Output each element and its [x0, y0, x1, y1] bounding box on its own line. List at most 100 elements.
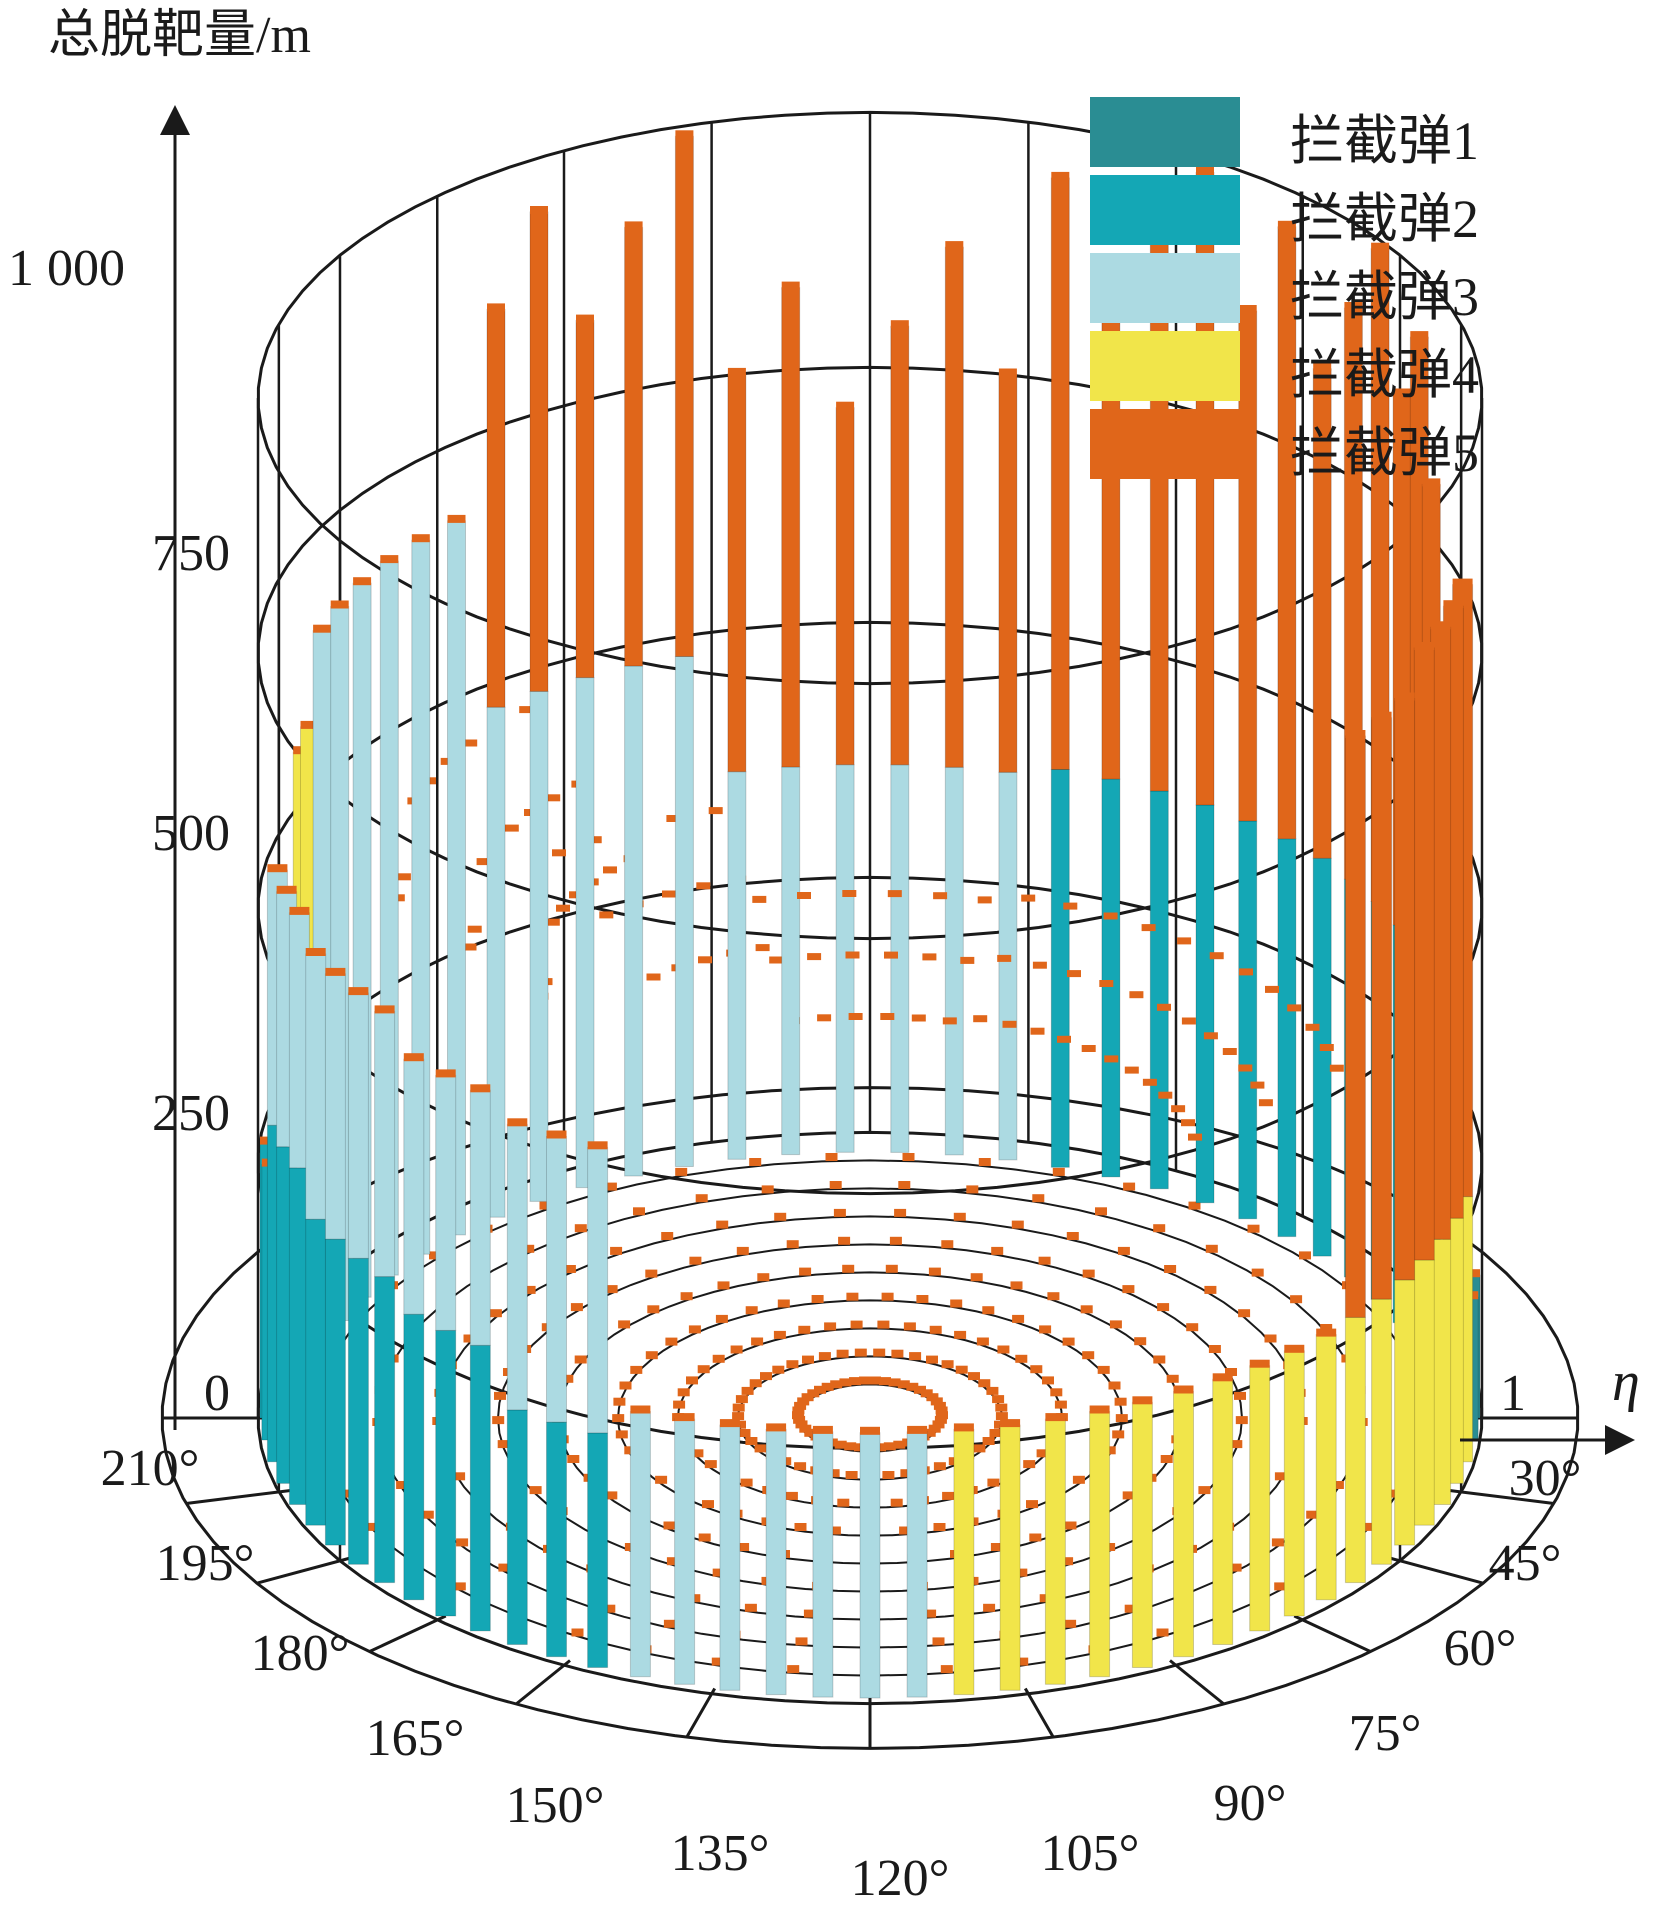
- floor-stud-149: [899, 1526, 912, 1535]
- back-cap-9: [530, 206, 548, 214]
- floor-stud-312: [1117, 1246, 1130, 1255]
- back-bar-16-s5: [890, 325, 910, 766]
- back-cap-28: [1393, 388, 1412, 397]
- back-stud-1-67: [467, 925, 482, 933]
- front-cap-25: [1212, 1373, 1233, 1382]
- front-bar-24-s3: [506, 1123, 528, 1411]
- floor-stud-110: [740, 1478, 753, 1487]
- floor-stud-162: [613, 1397, 626, 1406]
- floor-stud-87: [941, 1360, 954, 1369]
- floor-stud-359: [1251, 1268, 1264, 1277]
- floor-stud-161: [612, 1414, 625, 1423]
- front-cap-22: [470, 1084, 491, 1093]
- floor-stud-374: [940, 1665, 953, 1674]
- floor-stud-52: [982, 1437, 995, 1445]
- floor-ring-2: [676, 1327, 1064, 1509]
- back-bar-19-s2: [1050, 769, 1070, 1168]
- floor-stud-130: [929, 1325, 942, 1334]
- floor-stud-211: [618, 1320, 631, 1329]
- back-stud-2-55: [545, 918, 560, 926]
- floor-stud-131: [954, 1330, 967, 1339]
- floor-stud-217: [842, 1264, 855, 1273]
- angle-tick-label-7: 135°: [671, 1825, 770, 1882]
- legend-swatch-2: [1090, 175, 1240, 245]
- back-cap-17: [945, 241, 964, 250]
- floor-stud-269: [1157, 1303, 1170, 1312]
- floor-stud-276: [1274, 1472, 1287, 1481]
- floor-stud-97: [1036, 1449, 1049, 1458]
- floor-stud-160: [615, 1430, 628, 1439]
- eta-tick: 1: [1500, 1365, 1526, 1422]
- floor-stud-167: [688, 1325, 701, 1334]
- front-cap-33: [1045, 1413, 1066, 1422]
- floor-stud-98: [1023, 1460, 1036, 1469]
- back-stud-21-55: [1030, 1027, 1045, 1035]
- floor-stud-333: [663, 1619, 676, 1628]
- floor-stud-212: [647, 1305, 660, 1314]
- floor-stud-67: [754, 1444, 767, 1453]
- floor-stud-308: [894, 1208, 907, 1217]
- front-cap-30: [630, 1405, 651, 1414]
- floor-stud-229: [1235, 1416, 1248, 1425]
- floor-stud-336: [498, 1563, 511, 1572]
- front-bar-23-s4: [1249, 1365, 1271, 1632]
- floor-stud-313: [1164, 1265, 1177, 1273]
- front-bar-26-s2: [546, 1421, 567, 1658]
- front-cap-11: [1414, 642, 1435, 650]
- back-bar-15-s5: [835, 407, 855, 766]
- floor-stud-43: [914, 1385, 926, 1394]
- floor-stud-45: [978, 1379, 991, 1388]
- back-stud-23-67: [1129, 991, 1144, 999]
- back-stud-27-79: [1287, 1004, 1302, 1012]
- floor-stud-265: [991, 1246, 1004, 1255]
- back-stud-29-79: [1319, 1044, 1334, 1051]
- front-bar-27-s4: [1173, 1391, 1194, 1658]
- front-bar-16-s2: [374, 1276, 396, 1584]
- back-bar-14-s5: [781, 287, 801, 768]
- back-stud-11-67: [696, 882, 711, 890]
- front-bar-20-s2: [435, 1329, 457, 1617]
- front-cap-9: [1430, 621, 1451, 630]
- floor-stud-303: [610, 1246, 623, 1255]
- floor-stud-219: [928, 1267, 941, 1276]
- floor-stud-243: [712, 1568, 725, 1577]
- floor-stud-192: [990, 1543, 1003, 1551]
- floor-stud-391: [429, 1251, 441, 1260]
- floor-stud-326: [1124, 1604, 1137, 1613]
- floor-stud-315: [1290, 1295, 1303, 1304]
- back-stud-30-67: [1258, 1099, 1273, 1107]
- floor-stud-93: [1054, 1400, 1067, 1409]
- back-stud-24-55: [1104, 1055, 1119, 1063]
- angle-tick-line-1: [1449, 1488, 1555, 1506]
- legend-swatch-3: [1090, 253, 1240, 323]
- front-cap-24: [507, 1118, 528, 1127]
- floor-stud-357: [1153, 1224, 1166, 1233]
- floor-stud-321: [1331, 1481, 1344, 1489]
- back-stud-30-79: [1329, 1064, 1344, 1072]
- floor-stud-29: [797, 1397, 810, 1406]
- floor-stud-214: [717, 1281, 730, 1290]
- floor-stud-155: [702, 1500, 714, 1509]
- floor-stud-270: [1238, 1309, 1251, 1318]
- angle-tick-label-12: 210°: [101, 1440, 200, 1497]
- back-stud-6-55: [603, 866, 617, 874]
- floor-stud-34: [830, 1380, 843, 1389]
- front-bar-17-s4: [1344, 1316, 1366, 1584]
- floor-stud-236: [1061, 1557, 1074, 1566]
- floor-stud-13: [883, 1442, 896, 1451]
- floor-stud-213: [680, 1292, 693, 1301]
- front-cap-10: [305, 948, 326, 956]
- back-bar-17-s5: [944, 246, 964, 768]
- floor-stud-168: [715, 1314, 728, 1323]
- legend-swatch-1: [1090, 97, 1240, 167]
- back-bar-14-s3: [781, 766, 801, 1156]
- floor-stud-177: [1012, 1314, 1025, 1323]
- back-stud-14-55: [817, 1014, 832, 1022]
- floor-stud-159: [624, 1446, 637, 1455]
- legend-label-4: 拦截弹4: [1290, 345, 1479, 405]
- floor-stud-208: [561, 1374, 574, 1383]
- z-axis-title: 总脱靶量/m: [48, 7, 311, 64]
- floor-stud-128: [877, 1320, 890, 1329]
- front-cap-32: [674, 1413, 695, 1422]
- front-cap-28: [587, 1141, 608, 1150]
